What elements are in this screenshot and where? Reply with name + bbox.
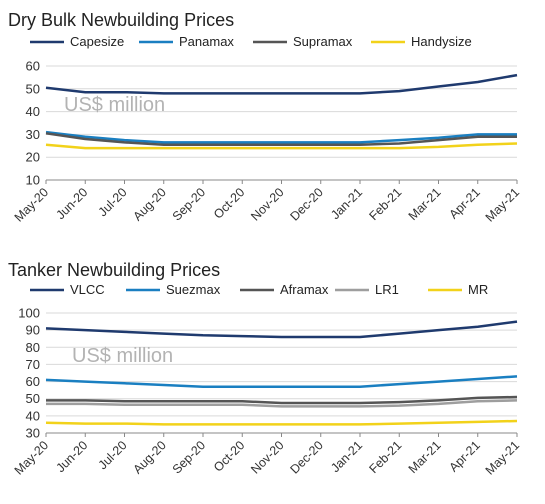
x-tick-label: Apr-21	[446, 438, 482, 474]
chart-title-dry-bulk: Dry Bulk Newbuilding Prices	[8, 10, 234, 30]
unit-label-dry-bulk: US$ million	[64, 94, 165, 116]
x-tick-label: May-21	[483, 438, 522, 477]
legend-tanker: VLCC Suezmax Aframax LR1 MR	[30, 282, 488, 297]
legend-label-lr1: LR1	[375, 282, 399, 297]
x-tick-label: Sep-20	[170, 438, 208, 476]
x-tick-label: Mar-21	[406, 185, 444, 223]
x-tick-label: Apr-21	[446, 185, 482, 221]
y-tick-label: 40	[26, 104, 40, 119]
x-tick-label: Jun-20	[53, 185, 90, 222]
series-line-lr1	[46, 399, 518, 408]
legend-label-supramax: Supramax	[293, 34, 353, 49]
x-tick-label: Nov-20	[248, 185, 286, 223]
x-tick-label: Mar-21	[406, 438, 444, 476]
x-tick-label: Dec-20	[287, 185, 325, 223]
x-tick-label: Jul-20	[96, 185, 130, 219]
y-tick-label: 60	[26, 59, 40, 74]
x-tick-label: Feb-21	[366, 185, 404, 223]
legend-label-panamax: Panamax	[179, 34, 234, 49]
y-tick-label: 90	[26, 323, 40, 338]
legend-label-suezmax: Suezmax	[166, 282, 221, 297]
y-tick-label: 70	[26, 357, 40, 372]
series-line-panamax	[45, 130, 517, 144]
series-line-suezmax	[45, 375, 518, 388]
y-tick-label: 30	[26, 426, 40, 441]
x-tick-label: Jun-20	[53, 438, 90, 475]
series-line-aframax	[46, 395, 518, 405]
x-tick-label: Jan-21	[328, 438, 365, 475]
x-tick-label: Oct-20	[211, 438, 247, 474]
series-line-handysize	[45, 142, 518, 150]
series-tanker	[45, 320, 518, 426]
series-line-supramax	[45, 132, 517, 146]
x-tick-label: Jan-21	[328, 185, 365, 222]
unit-label-tanker: US$ million	[72, 345, 173, 367]
x-tick-label: Feb-21	[366, 438, 404, 476]
series-line-vlcc	[45, 320, 518, 339]
series-dry-bulk	[45, 73, 518, 150]
x-tick-label: Dec-20	[287, 438, 325, 476]
x-tick-label: May-20	[12, 185, 51, 224]
legend-label-aframax: Aframax	[280, 282, 329, 297]
x-axis-tanker: May-20 Jun-20 Jul-20 Aug-20 Sep-20 Oct-20 Nov-…	[12, 433, 522, 478]
x-tick-label: May-21	[483, 185, 522, 224]
x-tick-label: Nov-20	[248, 438, 286, 476]
grid-dry-bulk: 10 20 30 40 50 60	[26, 59, 517, 188]
y-tick-label: 50	[26, 81, 40, 96]
x-axis-dry-bulk: May-20 Jun-20 Jul-20 Aug-20 Sep-20 Oct-20 Nov-…	[12, 180, 522, 225]
grid-tanker: 30 40 50 60 70 80 90 100	[18, 306, 517, 441]
legend-label-handysize: Handysize	[411, 34, 472, 49]
y-tick-label: 100	[18, 306, 40, 321]
chart-title-tanker: Tanker Newbuilding Prices	[8, 260, 220, 280]
x-tick-label: May-20	[12, 438, 51, 477]
y-tick-label: 10	[26, 173, 40, 188]
y-tick-label: 30	[26, 127, 40, 142]
y-tick-label: 40	[26, 408, 40, 423]
series-line-capesize	[45, 73, 518, 95]
x-tick-label: Oct-20	[211, 185, 247, 221]
series-line-mr	[45, 419, 518, 426]
y-tick-label: 50	[26, 391, 40, 406]
y-tick-label: 80	[26, 340, 40, 355]
x-tick-label: Jul-20	[96, 438, 130, 472]
y-tick-label: 60	[26, 374, 40, 389]
x-tick-label: Sep-20	[170, 185, 208, 223]
y-tick-label: 20	[26, 150, 40, 165]
legend-label-capesize: Capesize	[70, 34, 124, 49]
legend-label-mr: MR	[468, 282, 488, 297]
x-tick-label: Aug-20	[130, 185, 168, 223]
legend-label-vlcc: VLCC	[70, 282, 105, 297]
x-tick-label: Aug-20	[130, 438, 168, 476]
legend-dry-bulk: Capesize Panamax Supramax Handysize	[30, 34, 472, 49]
